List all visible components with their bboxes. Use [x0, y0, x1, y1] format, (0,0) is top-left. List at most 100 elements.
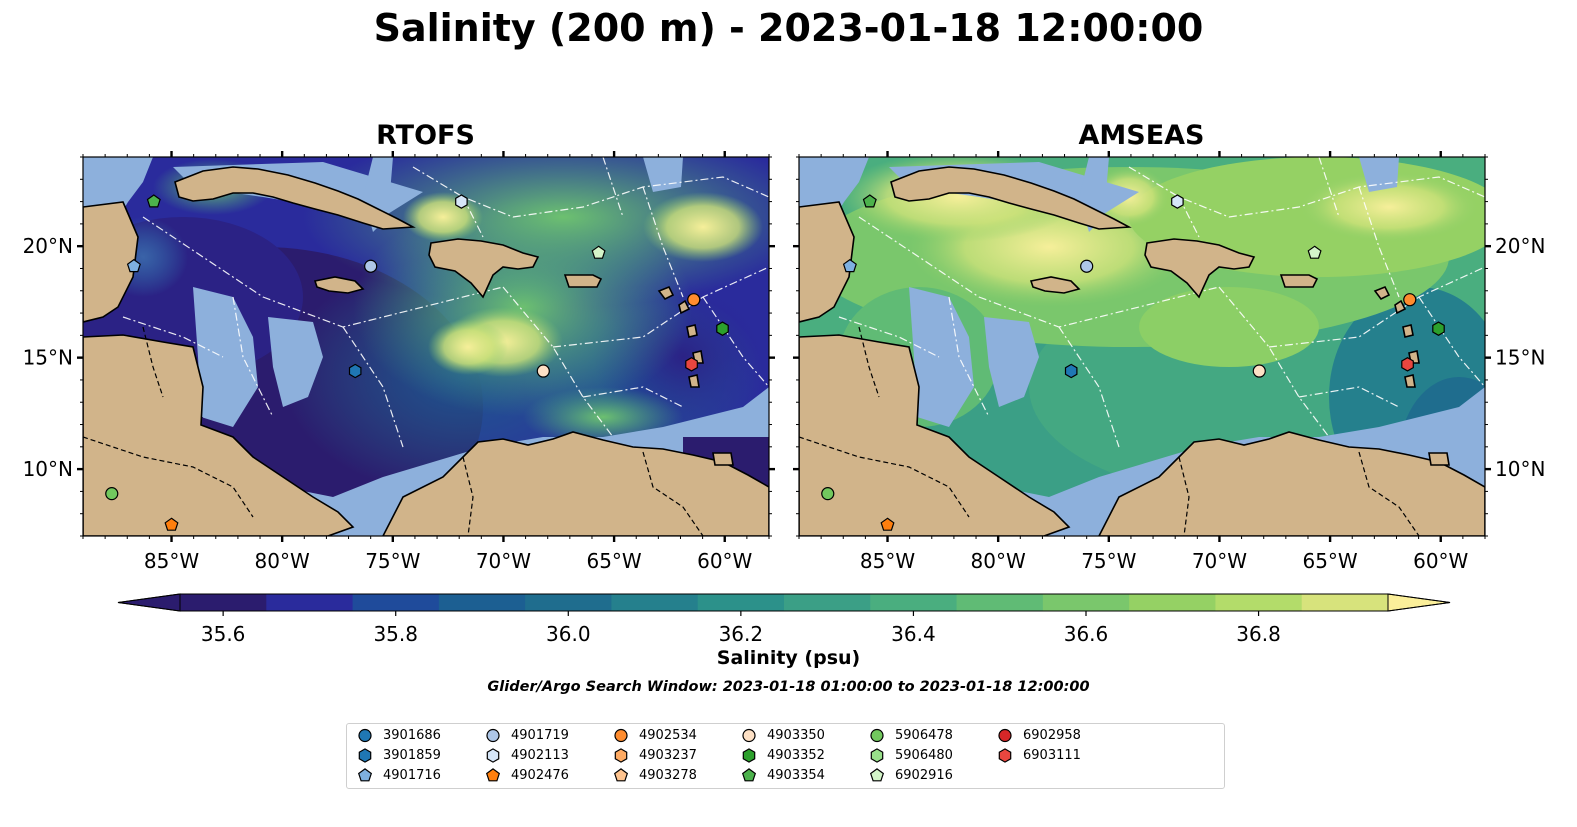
- legend-marker-6902958: [998, 728, 1012, 743]
- legend-marker-icon: [614, 728, 628, 743]
- legend-marker-3901686: [358, 728, 372, 743]
- colorbar-segment: [1042, 594, 1130, 611]
- legend-marker-4901716: [357, 768, 373, 782]
- colorbar-outline: [117, 593, 1451, 612]
- legend-marker-icon: [358, 748, 372, 763]
- float-marker-4901719: [1080, 259, 1094, 273]
- legend-item-4903350: 4903350: [741, 727, 825, 743]
- legend-label: 4902113: [511, 747, 569, 763]
- colorbar-tick-label: 35.8: [373, 622, 418, 646]
- float-marker-4902113: [1171, 194, 1184, 209]
- legend-marker-icon: [613, 768, 629, 782]
- colorbar-segment: [1301, 594, 1389, 611]
- lon-tick-label: 80°W: [971, 549, 1026, 573]
- legend-marker-4901719: [486, 728, 500, 743]
- float-marker-4903350: [1252, 364, 1266, 378]
- legend-label: 4901716: [383, 767, 441, 783]
- lat-tick-label: 15°N: [1495, 346, 1545, 370]
- lon-tick-label: 80°W: [255, 549, 310, 573]
- legend-item-6903111: 6903111: [997, 747, 1081, 763]
- lat-tick-label: 10°N: [1495, 457, 1545, 481]
- legend-marker-icon: [742, 728, 756, 743]
- axis-ticks: 85°W 80°W 75°W 70°W 65°W 60°W 20°N 15°N 10°N 85°W…: [23, 151, 1545, 573]
- lat-tick-label: 20°N: [23, 234, 73, 258]
- legend-label: 6902958: [1023, 727, 1081, 743]
- legend-marker-5906478: [870, 728, 884, 743]
- legend-label: 4903352: [767, 747, 825, 763]
- colorbar-segment: [180, 594, 267, 611]
- colorbar-title: Salinity (psu): [716, 647, 861, 669]
- legend-marker-6902916: [869, 768, 885, 782]
- legend-item-4902113: 4902113: [485, 747, 569, 763]
- float-marker-4902476: [880, 517, 895, 531]
- float-marker-4901716: [126, 258, 141, 273]
- colorbar-segment: [870, 594, 958, 611]
- legend-item-4903278: 4903278: [613, 767, 697, 783]
- legend-label: 4903237: [639, 747, 697, 763]
- legend-label: 4901719: [511, 727, 569, 743]
- legend-marker-4903352: [742, 748, 756, 763]
- colorbar-segment: [784, 594, 871, 611]
- float-marker-4902534: [687, 293, 701, 307]
- float-marker-5906478: [105, 487, 119, 501]
- legend-marker-icon: [485, 768, 501, 782]
- legend-marker-4903354: [741, 768, 757, 782]
- legend-label: 6903111: [1023, 747, 1081, 763]
- legend-label: 5906478: [895, 727, 953, 743]
- lon-tick-label: 65°W: [586, 549, 641, 573]
- colorbar-segment: [266, 594, 354, 611]
- legend-item-4903352: 4903352: [741, 747, 825, 763]
- legend-marker-icon: [358, 728, 372, 743]
- legend-label: 4902534: [639, 727, 697, 743]
- legend-label: 4903350: [767, 727, 825, 743]
- colorbar-tick-label: 36.0: [546, 622, 591, 646]
- legend-marker-4902476: [485, 768, 501, 782]
- legend-marker-icon: [741, 768, 757, 782]
- panel-title-rtofs: RTOFS: [376, 120, 475, 151]
- legend-item-5906478: 5906478: [869, 727, 953, 743]
- legend-marker-icon: [870, 728, 884, 743]
- colorbar-segment: [525, 594, 613, 611]
- legend-marker-icon: [486, 728, 500, 743]
- colorbar-tick-label: 36.8: [1236, 622, 1281, 646]
- legend-item-6902958: 6902958: [997, 727, 1081, 743]
- legend-item-4901716: 4901716: [357, 767, 441, 783]
- float-marker-3901859: [1064, 363, 1078, 379]
- float-legend: 3901686 3901859 4901716 4901719 4902113 49024…: [346, 723, 1225, 789]
- legend-marker-icon: [614, 748, 628, 763]
- legend-marker-icon: [357, 768, 373, 782]
- legend-marker-4903350: [742, 728, 756, 743]
- lon-tick-label: 60°W: [697, 549, 752, 573]
- legend-label: 3901859: [383, 747, 441, 763]
- legend-marker-icon: [742, 748, 756, 763]
- float-marker-6902916: [591, 245, 606, 259]
- lat-tick-label: 20°N: [1495, 234, 1545, 258]
- panel-title-amseas: AMSEAS: [1078, 120, 1205, 151]
- legend-item-4903354: 4903354: [741, 767, 825, 783]
- legend-item-3901686: 3901686: [357, 727, 441, 743]
- legend-marker-icon: [870, 748, 884, 763]
- lon-tick-label: 75°W: [1081, 549, 1136, 573]
- float-marker-4903352: [716, 321, 729, 336]
- colorbar-segment: [1215, 594, 1303, 611]
- lon-tick-label: 85°W: [144, 549, 199, 573]
- legend-marker-4902534: [614, 728, 628, 743]
- lat-tick-label: 10°N: [23, 457, 73, 481]
- lon-tick-label: 85°W: [860, 549, 915, 573]
- lon-tick-label: 70°W: [476, 549, 531, 573]
- search-window-caption: Glider/Argo Search Window: 2023-01-18 01…: [487, 679, 1090, 695]
- legend-marker-icon: [869, 768, 885, 782]
- float-marker-4903352: [1432, 321, 1445, 336]
- float-marker-4902476: [164, 517, 179, 531]
- legend-marker-4903237: [614, 748, 628, 763]
- legend-item-6902916: 6902916: [869, 767, 953, 783]
- colorbar-tick-label: 36.6: [1064, 622, 1109, 646]
- legend-item-5906480: 5906480: [869, 747, 953, 763]
- lat-tick-label: 15°N: [23, 346, 73, 370]
- legend-item-4901719: 4901719: [485, 727, 569, 743]
- legend-item-4902476: 4902476: [485, 767, 569, 783]
- legend-label: 4903354: [767, 767, 825, 783]
- legend-marker-4902113: [486, 748, 500, 763]
- float-marker-6902916: [1307, 245, 1322, 259]
- legend-marker-icon: [486, 748, 500, 763]
